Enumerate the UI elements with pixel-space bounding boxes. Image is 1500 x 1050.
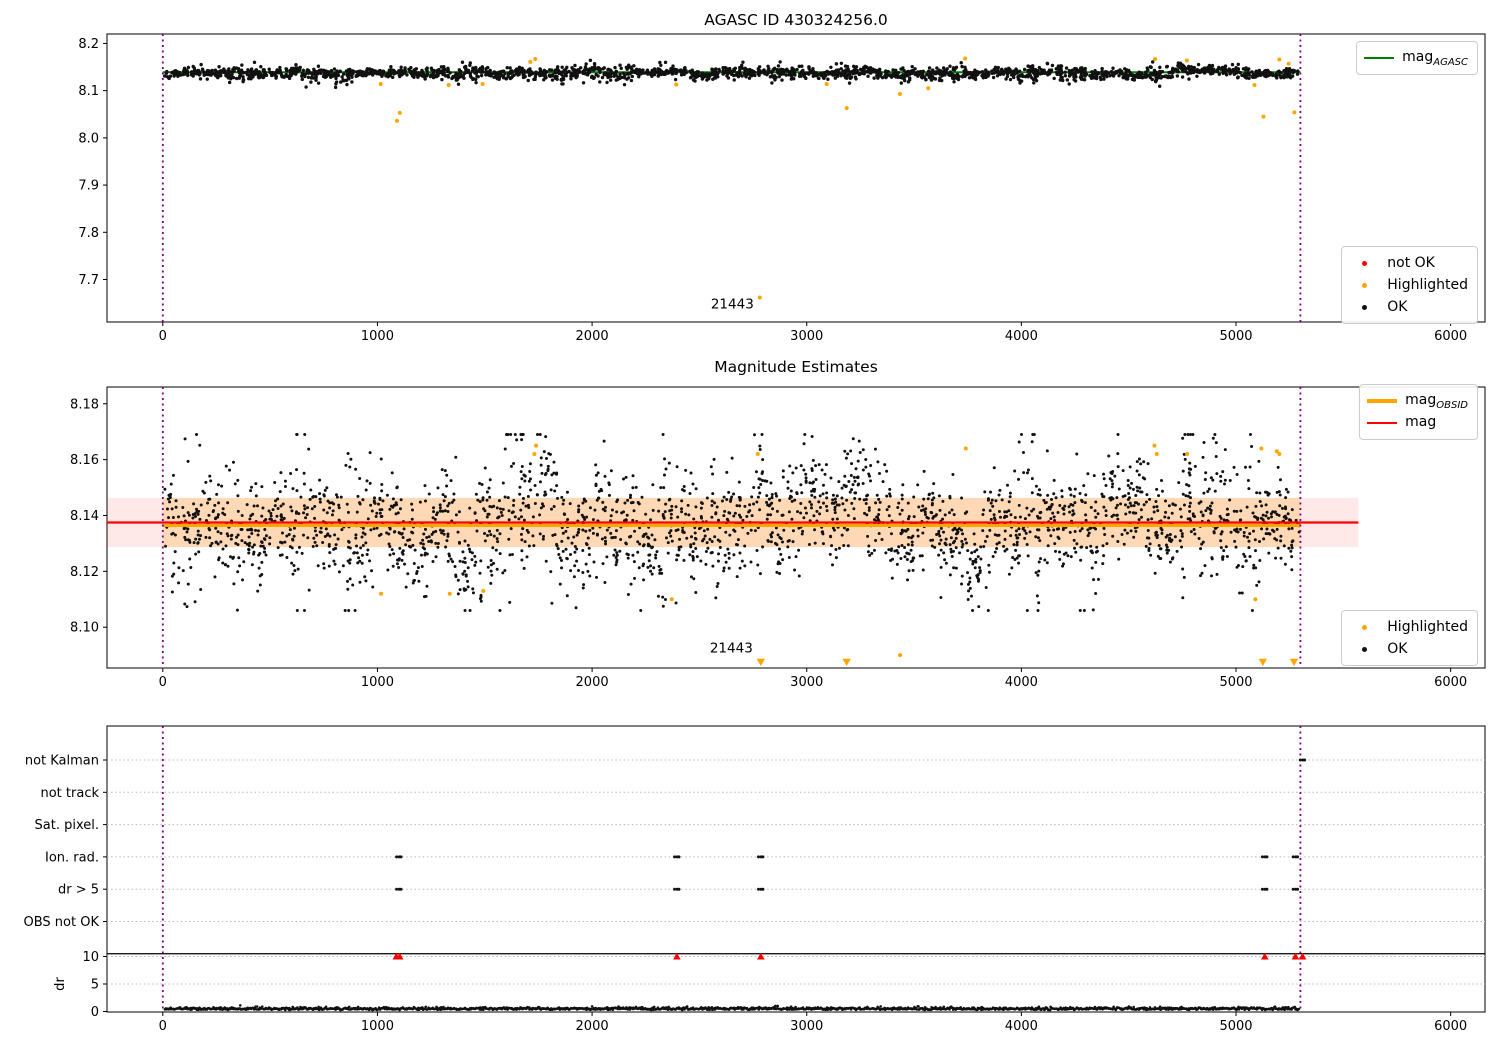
plot3-flags-dr: not Kalman not track Sat. pixel. Ion. rad. d… — [24, 725, 1486, 1034]
y-tick-label: 8.14 — [70, 509, 99, 524]
flag-category-label: dr > 5 — [58, 883, 99, 898]
legend-mag-agasc: magAGASC — [1356, 41, 1478, 75]
ok-label: OK — [1387, 641, 1408, 657]
ok-label: OK — [1387, 299, 1408, 315]
dr-axis-label: dr — [53, 977, 68, 991]
legend-mag-lines: magOBSID mag — [1359, 384, 1478, 440]
y-tick-label: 8.10 — [70, 621, 99, 636]
legend-entry-highlighted: Highlighted — [1349, 616, 1468, 638]
flag-markers — [395, 758, 1307, 891]
y-tick-label: 7.9 — [78, 179, 99, 194]
y-tick-label: 8.0 — [78, 131, 99, 146]
y-tick-label: 8.16 — [70, 453, 99, 468]
x-tick-label: 3000 — [790, 1019, 823, 1034]
dr-scatter — [163, 1004, 1301, 1012]
plot2-clipped-low-markers — [756, 658, 1299, 666]
x-tick-label: 4000 — [1005, 1019, 1038, 1034]
plot1-highlighted-scatter — [378, 56, 1297, 300]
axes-spine — [106, 725, 1486, 1013]
y-tick-label: 7.8 — [78, 226, 99, 241]
not-ok-marker-swatch — [1361, 260, 1367, 266]
flag-category-labels: not Kalman not track Sat. pixel. Ion. rad. d… — [24, 754, 107, 1020]
axes-spine — [106, 33, 1486, 323]
flag-category-label: OBS not OK — [24, 915, 100, 930]
x-tick-label: 1000 — [361, 329, 394, 344]
highlighted-label: Highlighted — [1387, 619, 1468, 635]
x-tick-label: 6000 — [1434, 329, 1467, 344]
flag-category-label: Sat. pixel. — [35, 818, 99, 833]
legend-plot2-markers: Highlighted OK — [1341, 610, 1478, 666]
y-tick-label: 7.7 — [78, 273, 99, 288]
ok-marker-swatch — [1361, 304, 1367, 310]
mag-line-swatch — [1367, 422, 1398, 424]
dr-tick-label: 10 — [82, 950, 99, 965]
flag-category-label: not Kalman — [25, 754, 99, 769]
x-tick-label: 4000 — [1005, 675, 1038, 690]
flag-category-label: Ion. rad. — [45, 850, 99, 865]
highlighted-label: Highlighted — [1387, 277, 1468, 293]
flag-category-label: not track — [40, 786, 99, 801]
obsid-boundary-vlines — [161, 34, 1302, 322]
legend-entry-not-ok: not OK — [1349, 252, 1468, 274]
x-tick-label: 3000 — [790, 329, 823, 344]
x-tick-label: 1000 — [361, 675, 394, 690]
x-tick-label: 2000 — [576, 675, 609, 690]
legend-entry-ok: OK — [1349, 638, 1468, 660]
x-tick-labels: 0 1000 2000 3000 4000 5000 6000 — [159, 322, 1467, 344]
y-tick-label: 8.18 — [70, 397, 99, 412]
y-tick-labels: 8.2 8.1 8.0 7.9 7.8 7.7 — [78, 37, 107, 288]
x-tick-label: 5000 — [1219, 1019, 1252, 1034]
x-tick-label: 6000 — [1434, 675, 1467, 690]
plot1-ok-scatter — [162, 58, 1300, 90]
legend-entry-ok: OK — [1349, 296, 1468, 318]
legend-plot1-markers: not OK Highlighted OK — [1341, 246, 1478, 324]
x-tick-label: 0 — [159, 329, 167, 344]
plot1-agasc: 0 1000 2000 3000 4000 5000 6000 8.2 8.1 8.0 7.9 7.8… — [78, 33, 1486, 344]
dr-tick-label: 5 — [91, 978, 99, 993]
y-tick-label: 8.1 — [78, 84, 99, 99]
x-tick-label: 2000 — [576, 329, 609, 344]
axes-spine — [106, 386, 1486, 669]
x-tick-label: 5000 — [1219, 329, 1252, 344]
highlighted-marker-swatch — [1361, 282, 1367, 288]
ok-marker-swatch — [1361, 646, 1367, 652]
x-tick-label: 4000 — [1005, 329, 1038, 344]
x-tick-label: 0 — [159, 1019, 167, 1034]
legend-entry-mag-agasc: magAGASC — [1364, 47, 1468, 69]
x-tick-label: 2000 — [576, 1019, 609, 1034]
x-tick-labels: 0 1000 2000 3000 4000 5000 6000 — [159, 668, 1467, 690]
mag-label: mag — [1405, 413, 1437, 430]
mag-agasc-label: magAGASC — [1402, 48, 1468, 68]
x-tick-labels: 0 1000 2000 3000 4000 5000 6000 — [159, 1012, 1467, 1034]
x-tick-label: 1000 — [361, 1019, 394, 1034]
plot2-title: Magnitude Estimates — [714, 358, 878, 376]
plot2-obsid-annotation: 21443 — [710, 641, 753, 657]
legend-entry-mag-obsid: magOBSID — [1367, 390, 1468, 412]
mag-obsid-label: magOBSID — [1405, 391, 1468, 411]
y-tick-label: 8.12 — [70, 565, 99, 580]
legend-entry-mag: mag — [1367, 412, 1468, 434]
y-tick-label: 8.2 — [78, 37, 99, 52]
obsid-boundary-vlines — [161, 726, 1302, 1012]
y-tick-labels: 8.18 8.16 8.14 8.12 8.10 — [70, 397, 107, 636]
plot2-highlighted-scatter — [379, 443, 1282, 658]
mag-agasc-line-swatch — [1364, 57, 1395, 59]
highlighted-marker-swatch — [1361, 624, 1367, 630]
mag-obsid-line-swatch — [1367, 399, 1398, 403]
flag-gridlines — [107, 759, 1485, 985]
plot1-obsid-annotation: 21443 — [711, 296, 754, 312]
legend-entry-highlighted: Highlighted — [1349, 274, 1468, 296]
x-tick-label: 5000 — [1219, 675, 1252, 690]
x-tick-label: 0 — [159, 675, 167, 690]
dr-over-limit-markers — [392, 952, 1307, 960]
not-ok-label: not OK — [1387, 255, 1435, 271]
dr-tick-label: 0 — [91, 1005, 99, 1020]
plot1-title: AGASC ID 430324256.0 — [704, 11, 888, 29]
x-tick-label: 3000 — [790, 675, 823, 690]
plot2-magnitude-estimates: 0 1000 2000 3000 4000 5000 60008.188.168.148.1… — [70, 386, 1486, 690]
x-tick-label: 6000 — [1434, 1019, 1467, 1034]
